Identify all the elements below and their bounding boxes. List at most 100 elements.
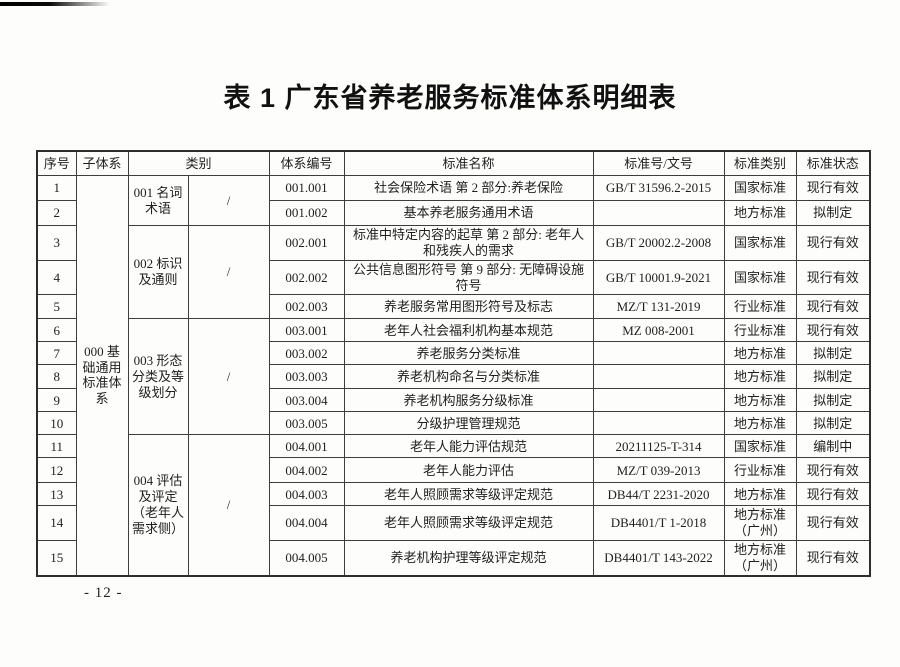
cell-name: 社会保险术语 第 2 部分:养老保险 xyxy=(343,175,594,201)
cell-code: 001.001 xyxy=(268,175,345,201)
table-row: 3 002 标识及通则 / 002.001 标准中特定内容的起草 第 2 部分:… xyxy=(36,224,871,320)
cell-no: 4 xyxy=(36,259,77,296)
cell-status: 现行有效 xyxy=(795,540,871,577)
cell-std-category: 国家标准 xyxy=(723,175,797,201)
cell-code: 004.005 xyxy=(268,540,345,577)
cell-name: 基本养老服务通用术语 xyxy=(343,200,594,226)
table-row: 13 004.003 老年人照顾需求等级评定规范 DB44/T 2231-202… xyxy=(36,482,871,507)
cell-std-no: GB/T 10001.9-2021 xyxy=(592,259,725,296)
header-no: 序号 xyxy=(36,150,77,176)
cell-status: 现行有效 xyxy=(795,482,871,507)
cell-no: 12 xyxy=(36,457,77,484)
header-code: 体系编号 xyxy=(268,150,345,176)
cell-std-category: 国家标准 xyxy=(723,259,797,296)
cell-no: 5 xyxy=(36,294,77,320)
cell-std-category: 国家标准 xyxy=(723,225,797,261)
cell-no: 1 xyxy=(36,175,77,201)
scan-artifact-streak xyxy=(0,2,110,6)
cell-code: 004.004 xyxy=(268,505,345,542)
cell-code: 002.001 xyxy=(268,225,345,261)
cell-name: 养老机构护理等级评定规范 xyxy=(343,540,594,577)
cell-std-no xyxy=(592,364,725,390)
cell-name: 养老服务分类标准 xyxy=(343,341,594,366)
cell-name: 养老机构命名与分类标准 xyxy=(343,364,594,390)
table-row: 11 004 评估及评定（老年人需求侧） / 004.001 老年人能力评估规范… xyxy=(36,434,871,577)
cell-std-category: 地方标准 xyxy=(723,341,797,366)
table-row: 2 001.002 基本养老服务通用术语 地方标准 拟制定 xyxy=(36,200,871,226)
cell-code: 002.003 xyxy=(268,294,345,320)
cell-std-category: 地方标准 xyxy=(723,388,797,413)
cell-std-category: 行业标准 xyxy=(723,318,797,343)
cell-status: 现行有效 xyxy=(795,505,871,542)
cell-std-category: 国家标准 xyxy=(723,434,797,459)
table-row: 12 004.002 老年人能力评估 MZ/T 039-2013 行业标准 现行… xyxy=(36,457,871,484)
header-row: 序号 子体系 类别 体系编号 标准名称 标准号/文号 标准类别 标准状态 xyxy=(36,150,871,176)
cell-code: 003.001 xyxy=(268,318,345,343)
cell-std-no: GB/T 20002.2-2008 xyxy=(592,225,725,261)
cell-name: 老年人能力评估 xyxy=(343,457,594,484)
cell-category-group: 004 评估及评定（老年人需求侧） xyxy=(127,434,189,577)
standards-table: 序号 子体系 类别 体系编号 标准名称 标准号/文号 标准类别 标准状态 1 0… xyxy=(36,150,872,577)
cell-code: 004.003 xyxy=(268,482,345,507)
cell-name: 标准中特定内容的起草 第 2 部分: 老年人和残疾人的需求 xyxy=(343,225,594,261)
cell-code: 003.002 xyxy=(268,341,345,366)
cell-std-no: 20211125-T-314 xyxy=(592,434,725,459)
cell-code: 004.001 xyxy=(268,434,345,459)
cell-std-category: 地方标准 xyxy=(723,364,797,390)
cell-category-group: 003 形态分类及等级划分 xyxy=(127,318,189,436)
cell-no: 14 xyxy=(36,505,77,542)
cell-no: 10 xyxy=(36,411,77,436)
cell-no: 13 xyxy=(36,482,77,507)
cell-name: 老年人社会福利机构基本规范 xyxy=(343,318,594,343)
table-row: 4 002.002 公共信息图形符号 第 9 部分: 无障碍设施符号 GB/T … xyxy=(36,259,871,296)
cell-status: 现行有效 xyxy=(795,225,871,261)
cell-name: 分级护理管理规范 xyxy=(343,411,594,436)
cell-std-category: 行业标准 xyxy=(723,457,797,484)
cell-no: 6 xyxy=(36,318,77,343)
cell-no: 15 xyxy=(36,540,77,577)
header-std-category: 标准类别 xyxy=(723,150,797,176)
cell-status: 现行有效 xyxy=(795,175,871,201)
cell-no: 9 xyxy=(36,388,77,413)
cell-name: 老年人照顾需求等级评定规范 xyxy=(343,482,594,507)
cell-std-no: MZ/T 131-2019 xyxy=(592,294,725,320)
cell-std-no: MZ 008-2001 xyxy=(592,318,725,343)
table-row: 6 003 形态分类及等级划分 / 003.001 老年人社会福利机构基本规范 … xyxy=(36,318,871,436)
table-row: 15 004.005 养老机构护理等级评定规范 DB4401/T 143-202… xyxy=(36,540,871,577)
cell-std-no: DB44/T 2231-2020 xyxy=(592,482,725,507)
cell-std-no: GB/T 31596.2-2015 xyxy=(592,175,725,201)
cell-code: 003.005 xyxy=(268,411,345,436)
cell-status: 拟制定 xyxy=(795,341,871,366)
cell-category-slash: / xyxy=(187,175,270,226)
cell-name: 公共信息图形符号 第 9 部分: 无障碍设施符号 xyxy=(343,259,594,296)
cell-std-category: 地方标准 （广州） xyxy=(723,540,797,577)
cell-status: 编制中 xyxy=(795,434,871,459)
cell-std-no xyxy=(592,200,725,226)
cell-no: 2 xyxy=(36,200,77,226)
header-subsystem: 子体系 xyxy=(75,150,129,176)
cell-status: 现行有效 xyxy=(795,259,871,296)
cell-std-no xyxy=(592,411,725,436)
cell-status: 拟制定 xyxy=(795,200,871,226)
header-status: 标准状态 xyxy=(795,150,871,176)
table-row: 10 003.005 分级护理管理规范 地方标准 拟制定 xyxy=(36,411,871,436)
cell-std-no: DB4401/T 1-2018 xyxy=(592,505,725,542)
table-row: 1 000 基础通用标准体系 001 名词术语 / 001.001 社会保险术语… xyxy=(36,174,871,577)
cell-std-no: MZ/T 039-2013 xyxy=(592,457,725,484)
cell-std-no xyxy=(592,341,725,366)
page-number: - 12 - xyxy=(84,585,123,601)
cell-status: 拟制定 xyxy=(795,388,871,413)
table-row: 5 002.003 养老服务常用图形符号及标志 MZ/T 131-2019 行业… xyxy=(36,294,871,320)
cell-code: 003.003 xyxy=(268,364,345,390)
cell-code: 003.004 xyxy=(268,388,345,413)
cell-code: 004.002 xyxy=(268,457,345,484)
cell-subsystem: 000 基础通用标准体系 xyxy=(75,174,129,577)
cell-name: 养老服务常用图形符号及标志 xyxy=(343,294,594,320)
cell-name: 老年人照顾需求等级评定规范 xyxy=(343,505,594,542)
cell-std-category: 地方标准 xyxy=(723,411,797,436)
cell-code: 002.002 xyxy=(268,259,345,296)
header-name: 标准名称 xyxy=(343,150,594,176)
table-row: 7 003.002 养老服务分类标准 地方标准 拟制定 xyxy=(36,341,871,366)
cell-category-slash: / xyxy=(187,434,270,577)
